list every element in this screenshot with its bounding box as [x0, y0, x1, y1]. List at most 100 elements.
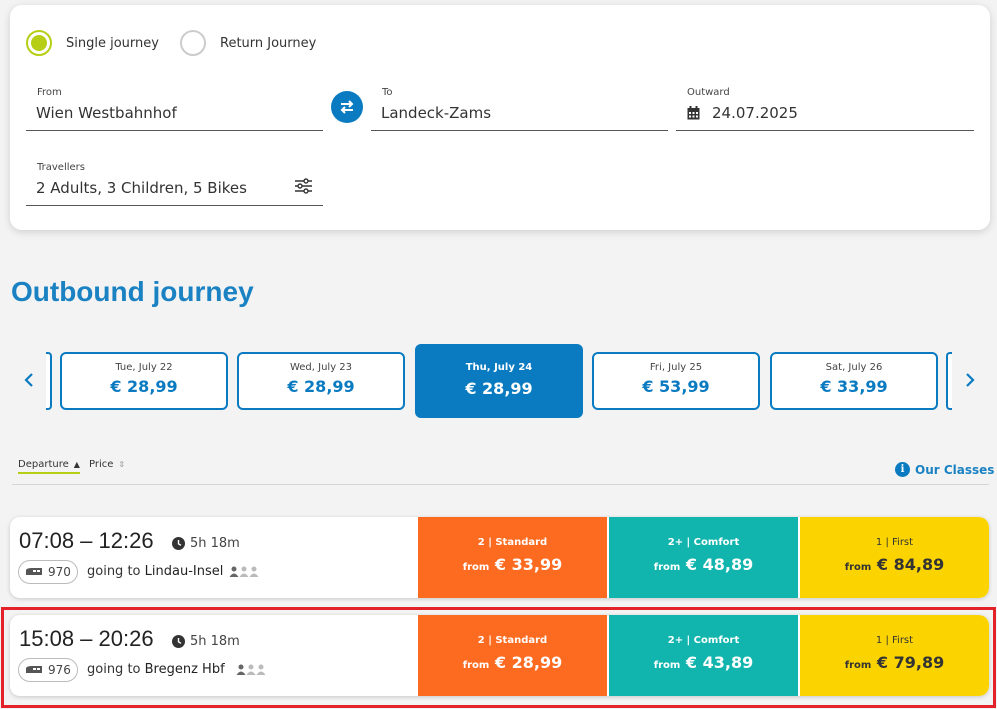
- going-prefix: going to: [87, 662, 141, 677]
- travellers-field[interactable]: Travellers 2 Adults, 3 Children, 5 Bikes: [26, 162, 323, 206]
- train-badge: 976: [18, 658, 78, 682]
- date-tab[interactable]: Fri, July 25 € 53,99: [592, 352, 760, 410]
- sort-price[interactable]: Price ⇕: [89, 459, 125, 470]
- connection-row-selected[interactable]: 15:08 – 20:26 5h 18m 976 going to Bregen…: [10, 615, 989, 696]
- person-icon: [236, 664, 246, 675]
- fare-price: € 79,89: [876, 653, 945, 672]
- chevron-right-icon: [966, 373, 975, 387]
- train-badge: 970: [18, 560, 78, 584]
- fare-class: 1 | First: [875, 537, 914, 548]
- travellers-label: Travellers: [37, 162, 85, 173]
- person-icon: [239, 566, 249, 577]
- chevron-left-icon: [24, 373, 33, 387]
- fare-first[interactable]: 1 | First from € 79,89: [800, 615, 989, 696]
- sort-departure[interactable]: Departure ▲: [18, 459, 80, 474]
- occupancy-indicator: [229, 566, 259, 577]
- our-classes-link[interactable]: i Our Classes: [895, 462, 994, 477]
- swap-stations-button[interactable]: [331, 91, 363, 123]
- duration-value: 5h 18m: [190, 634, 240, 649]
- date-tab-price: € 28,99: [465, 379, 533, 398]
- date-tab[interactable]: Tue, July 22 € 28,99: [60, 352, 228, 410]
- fare-from: from: [653, 660, 681, 671]
- fare-price: € 48,89: [685, 555, 754, 574]
- search-form: Single journey Return Journey From Wien …: [10, 5, 990, 230]
- return-journey-radio[interactable]: Return Journey: [180, 30, 316, 56]
- date-tab-price: € 28,99: [110, 377, 178, 396]
- fare-price: € 43,89: [685, 653, 754, 672]
- person-icon: [229, 566, 239, 577]
- radio-selected-icon: [26, 30, 52, 56]
- next-dates-button[interactable]: [960, 370, 980, 390]
- to-value[interactable]: Landeck-Zams: [381, 104, 492, 122]
- fare-standard[interactable]: 2 | Standard from € 33,99: [418, 517, 607, 598]
- connection-row[interactable]: 07:08 – 12:26 5h 18m 970 going to Lindau…: [10, 517, 989, 598]
- radio-empty-icon: [180, 30, 206, 56]
- train-icon: [26, 568, 42, 575]
- connection-duration: 5h 18m: [172, 634, 240, 649]
- date-tab-day: Tue, July 22: [115, 362, 173, 373]
- fare-from: from: [462, 660, 490, 671]
- divider: [12, 484, 989, 485]
- destination-text: going to Lindau-Insel: [87, 564, 223, 579]
- fare-price: € 28,99: [494, 653, 563, 672]
- info-icon: i: [895, 462, 910, 477]
- to-field[interactable]: To Landeck-Zams: [371, 87, 668, 131]
- fare-standard[interactable]: 2 | Standard from € 28,99: [418, 615, 607, 696]
- connection-times: 15:08 – 20:26: [19, 626, 154, 651]
- outward-label: Outward: [687, 87, 730, 98]
- date-tab[interactable]: Sat, July 26 € 33,99: [770, 352, 938, 410]
- date-tab-day: Sat, July 26: [825, 362, 883, 373]
- sort-neutral-icon: ⇕: [118, 460, 126, 469]
- fare-from: from: [462, 562, 490, 573]
- our-classes-label: Our Classes: [915, 462, 995, 477]
- fare-class: 2 | Standard: [477, 635, 548, 646]
- sliders-icon[interactable]: [295, 178, 312, 194]
- date-tab-price: € 53,99: [642, 377, 710, 396]
- from-label: From: [37, 87, 62, 98]
- date-tab-partial-right: [946, 352, 952, 410]
- date-tab-price: € 33,99: [820, 377, 888, 396]
- person-icon: [256, 664, 266, 675]
- date-tab-day: Wed, July 23: [289, 362, 353, 373]
- sort-departure-label: Departure: [18, 459, 69, 470]
- date-tab[interactable]: Wed, July 23 € 28,99: [237, 352, 405, 410]
- page-title: Outbound journey: [11, 276, 254, 307]
- return-journey-label: Return Journey: [220, 35, 317, 51]
- date-tab-selected[interactable]: Thu, July 24 € 28,99: [415, 344, 583, 418]
- fare-from: from: [844, 562, 872, 573]
- travellers-value: 2 Adults, 3 Children, 5 Bikes: [36, 179, 247, 197]
- prev-dates-button[interactable]: [19, 370, 39, 390]
- sort-price-label: Price: [89, 459, 114, 470]
- fare-class: 2+ | Comfort: [667, 537, 740, 548]
- going-prefix: going to: [87, 564, 141, 579]
- destination-name: Bregenz Hbf: [144, 662, 225, 677]
- connection-duration: 5h 18m: [172, 536, 240, 551]
- date-tab-partial-left: [46, 352, 52, 410]
- fare-from: from: [653, 562, 681, 573]
- swap-arrows-icon: [340, 100, 354, 114]
- fare-price: € 33,99: [494, 555, 563, 574]
- clock-icon: [172, 537, 185, 550]
- duration-value: 5h 18m: [190, 536, 240, 551]
- fare-first[interactable]: 1 | First from € 84,89: [800, 517, 989, 598]
- person-icon: [246, 664, 256, 675]
- fare-class: 2+ | Comfort: [667, 635, 740, 646]
- fare-comfort[interactable]: 2+ | Comfort from € 43,89: [609, 615, 798, 696]
- fare-class: 2 | Standard: [477, 537, 548, 548]
- single-journey-radio[interactable]: Single journey: [26, 30, 159, 56]
- train-icon: [26, 666, 42, 673]
- outward-date-value[interactable]: 24.07.2025: [712, 104, 798, 122]
- to-label: To: [382, 87, 393, 98]
- clock-icon: [172, 635, 185, 648]
- from-value[interactable]: Wien Westbahnhof: [36, 104, 177, 122]
- fare-class: 1 | First: [875, 635, 914, 646]
- fare-price: € 84,89: [876, 555, 945, 574]
- fare-comfort[interactable]: 2+ | Comfort from € 48,89: [609, 517, 798, 598]
- single-journey-label: Single journey: [66, 35, 159, 51]
- outward-date-field[interactable]: Outward 24.07.2025: [676, 87, 974, 131]
- train-number: 970: [48, 565, 71, 579]
- from-field[interactable]: From Wien Westbahnhof: [26, 87, 323, 131]
- sort-ascending-icon: ▲: [73, 460, 80, 469]
- connection-times: 07:08 – 12:26: [19, 528, 154, 553]
- calendar-icon: [687, 106, 700, 120]
